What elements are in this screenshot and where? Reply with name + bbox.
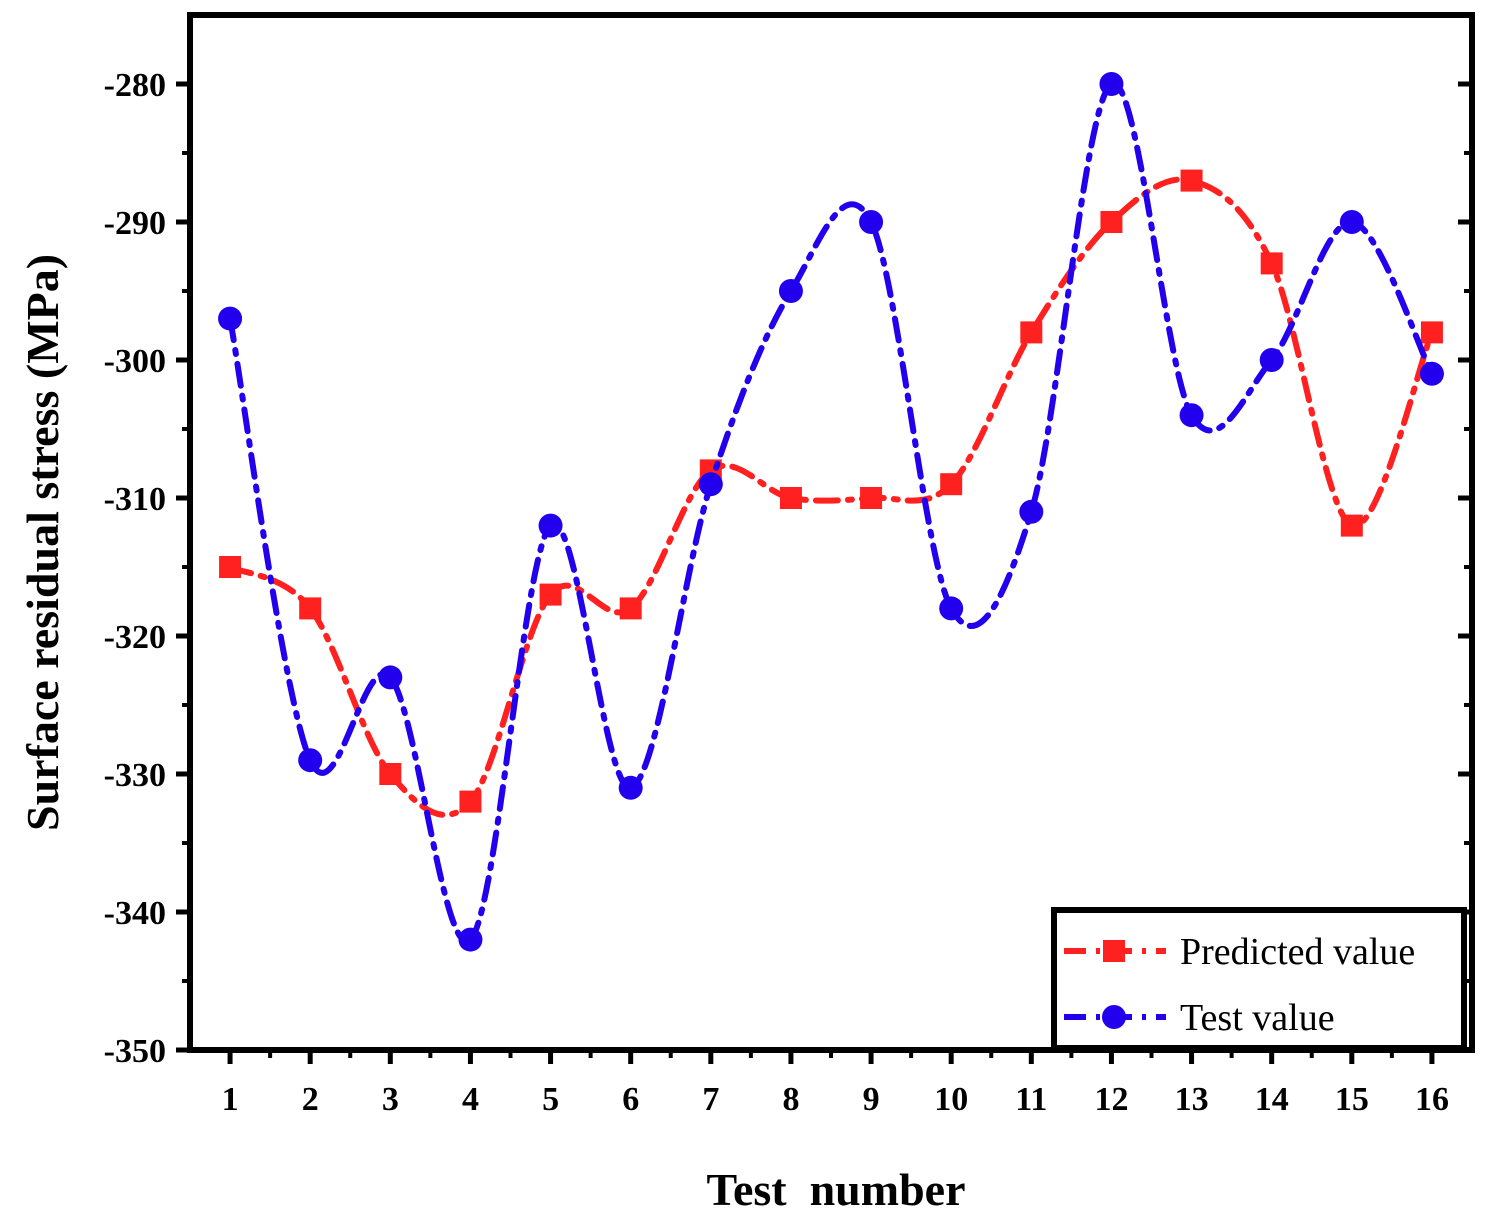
legend-item: Test value	[1064, 997, 1335, 1039]
data-point	[1099, 72, 1124, 96]
data-point	[378, 665, 403, 690]
y-tick-label: -330	[104, 757, 166, 794]
data-point	[218, 306, 243, 331]
data-point	[1019, 499, 1044, 524]
x-tick-label: 2	[302, 1081, 319, 1118]
x-tick-label: 9	[863, 1081, 880, 1118]
legend-item: Predicted value	[1064, 931, 1415, 973]
data-point	[618, 775, 643, 800]
x-tick-label: 5	[542, 1081, 559, 1118]
x-tick-label: 8	[782, 1081, 799, 1118]
data-point	[379, 763, 402, 785]
data-point	[859, 210, 884, 234]
data-point	[939, 596, 964, 621]
x-tick-label: 14	[1255, 1081, 1289, 1118]
y-tick-label: -290	[104, 205, 166, 242]
series-1	[218, 72, 1444, 952]
x-tick-label: 16	[1415, 1081, 1449, 1118]
data-point	[1419, 361, 1444, 386]
x-tick-label: 1	[222, 1081, 239, 1118]
data-point	[1340, 514, 1363, 537]
data-point	[940, 473, 963, 496]
data-point	[1180, 169, 1203, 192]
data-point	[619, 597, 642, 620]
plot-frame	[187, 12, 1475, 1053]
x-tick-label: 4	[462, 1081, 479, 1118]
x-tick-label: 12	[1094, 1081, 1128, 1118]
legend-label: Predicted value	[1180, 931, 1415, 973]
y-tick-label: -350	[104, 1033, 166, 1070]
series-line	[227, 176, 1435, 818]
data-point	[1420, 321, 1443, 344]
y-tick-label: -280	[104, 67, 166, 104]
x-tick-label: 15	[1335, 1081, 1369, 1118]
series-layer	[218, 72, 1444, 952]
y-tick-label: -310	[104, 481, 166, 518]
legend-label: Test value	[1180, 997, 1335, 1039]
series-line	[227, 80, 1435, 945]
data-point	[539, 583, 562, 606]
data-point	[298, 748, 323, 773]
data-point	[778, 279, 803, 303]
x-tick-label: 10	[934, 1081, 968, 1118]
y-tick-label: -320	[104, 619, 166, 656]
data-point	[459, 790, 482, 813]
x-tick-label: 3	[382, 1081, 399, 1118]
data-point	[779, 487, 802, 509]
legend-marker	[1103, 940, 1125, 962]
x-tick-label: 13	[1175, 1081, 1209, 1118]
data-point	[1260, 252, 1283, 275]
data-point	[1020, 321, 1043, 344]
x-tick-label: 6	[622, 1081, 639, 1118]
y-tick-label: -300	[104, 343, 166, 380]
legend: Predicted value Test value	[1051, 907, 1467, 1051]
x-axis-title: Test number	[707, 1164, 966, 1215]
data-point	[538, 513, 563, 538]
data-point	[1259, 348, 1284, 372]
data-point	[1339, 210, 1364, 234]
series-0	[219, 169, 1443, 818]
y-tick-label: -340	[104, 895, 166, 932]
x-tick-label: 11	[1015, 1081, 1047, 1118]
data-point	[698, 472, 723, 497]
data-point	[219, 556, 242, 578]
x-tick-label: 7	[702, 1081, 719, 1118]
data-point	[860, 487, 883, 509]
legend-marker	[1102, 1005, 1126, 1029]
data-point	[299, 597, 322, 620]
y-axis-title: Surface residual stress (MPa)	[17, 254, 68, 831]
data-point	[1179, 403, 1204, 428]
data-point	[1100, 211, 1123, 233]
data-point	[458, 927, 483, 952]
